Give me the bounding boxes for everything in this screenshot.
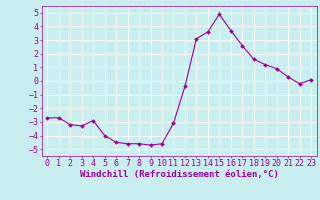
X-axis label: Windchill (Refroidissement éolien,°C): Windchill (Refroidissement éolien,°C) xyxy=(80,170,279,179)
